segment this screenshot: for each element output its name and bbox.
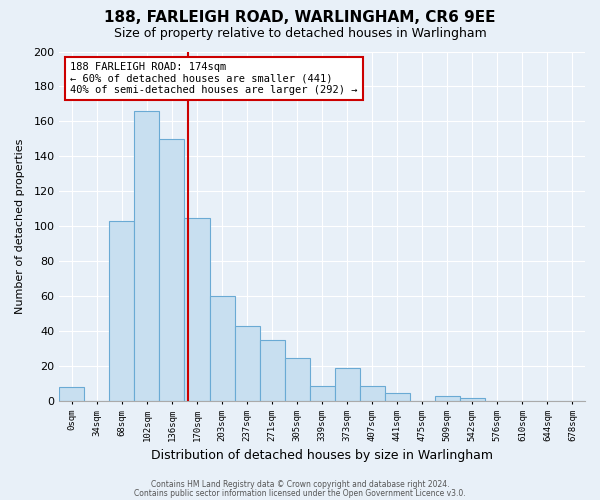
Bar bbox=[260, 340, 284, 402]
Bar bbox=[335, 368, 360, 402]
Text: Contains HM Land Registry data © Crown copyright and database right 2024.: Contains HM Land Registry data © Crown c… bbox=[151, 480, 449, 489]
Text: 188, FARLEIGH ROAD, WARLINGHAM, CR6 9EE: 188, FARLEIGH ROAD, WARLINGHAM, CR6 9EE bbox=[104, 10, 496, 25]
Bar bbox=[109, 221, 134, 402]
Text: Size of property relative to detached houses in Warlingham: Size of property relative to detached ho… bbox=[113, 28, 487, 40]
Text: Contains public sector information licensed under the Open Government Licence v3: Contains public sector information licen… bbox=[134, 488, 466, 498]
X-axis label: Distribution of detached houses by size in Warlingham: Distribution of detached houses by size … bbox=[151, 450, 493, 462]
Bar bbox=[284, 358, 310, 402]
Bar bbox=[235, 326, 260, 402]
Y-axis label: Number of detached properties: Number of detached properties bbox=[15, 138, 25, 314]
Bar bbox=[310, 386, 335, 402]
Bar bbox=[134, 111, 160, 402]
Bar bbox=[59, 388, 85, 402]
Text: 188 FARLEIGH ROAD: 174sqm
← 60% of detached houses are smaller (441)
40% of semi: 188 FARLEIGH ROAD: 174sqm ← 60% of detac… bbox=[70, 62, 358, 95]
Bar bbox=[360, 386, 385, 402]
Bar bbox=[435, 396, 460, 402]
Bar bbox=[209, 296, 235, 402]
Bar bbox=[460, 398, 485, 402]
Bar bbox=[160, 139, 184, 402]
Bar bbox=[385, 392, 410, 402]
Bar bbox=[184, 218, 209, 402]
